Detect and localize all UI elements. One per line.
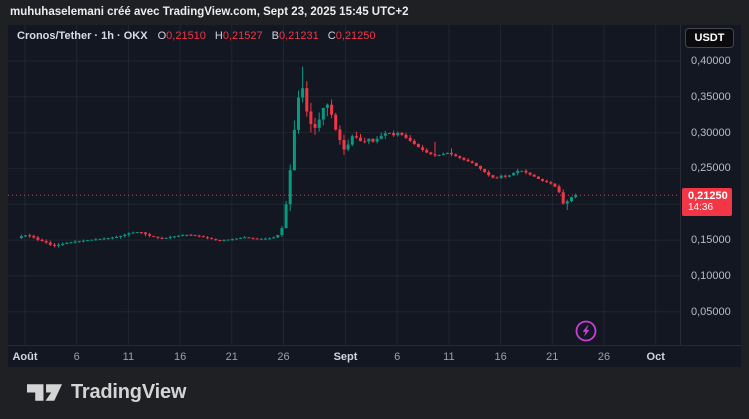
ohlc-open: O0,21510 bbox=[157, 30, 206, 42]
high-value: 0,21527 bbox=[222, 30, 263, 42]
attribution-text: muhuhaselemani créé avec TradingView.com… bbox=[10, 6, 409, 18]
y-axis-label: 0,15000 bbox=[691, 234, 731, 247]
x-axis-label: Août bbox=[12, 351, 38, 363]
y-axis-label: 0,10000 bbox=[691, 269, 731, 282]
symbol-title[interactable]: Cronos/Tether · 1h · OKX bbox=[17, 30, 148, 42]
ohlc-close: C0,21250 bbox=[327, 30, 376, 42]
open-value: 0,21510 bbox=[166, 30, 206, 42]
y-axis-label: 0,25000 bbox=[691, 162, 731, 175]
x-axis-label: 11 bbox=[122, 351, 135, 363]
last-price-time: 14:36 bbox=[688, 202, 714, 214]
x-axis-label: 21 bbox=[546, 351, 559, 363]
currency-toggle-button[interactable]: USDT bbox=[685, 28, 734, 48]
x-axis-label: 11 bbox=[443, 351, 455, 363]
y-axis-label: 0,30000 bbox=[691, 126, 731, 139]
candlestick-svg[interactable] bbox=[8, 25, 680, 345]
time-scale[interactable]: Août 6 11 16 21 26 Sept 6 11 16 21 26 Oct bbox=[8, 345, 741, 367]
y-axis-label: 0,40000 bbox=[691, 55, 731, 67]
x-axis-label: 16 bbox=[494, 351, 507, 363]
x-axis-label: Sept bbox=[333, 351, 358, 363]
x-axis-label: 16 bbox=[173, 351, 187, 363]
symbol-header[interactable]: Cronos/Tether · 1h · OKX O0,21510 H0,21527… bbox=[17, 30, 384, 42]
last-price-value: 0,21250 bbox=[688, 190, 728, 203]
x-axis-label: 26 bbox=[277, 351, 290, 363]
candles-series bbox=[19, 66, 578, 248]
chart-panel: Cronos/Tether · 1h · OKX O0,21510 H0,21527… bbox=[8, 25, 741, 367]
x-axis-label: 6 bbox=[394, 351, 401, 363]
last-price-badge: 0,21250 14:36 bbox=[682, 188, 732, 217]
x-axis-label: 26 bbox=[597, 351, 611, 363]
tradingview-logo-icon bbox=[27, 383, 62, 401]
ohlc-low: B0,21231 bbox=[271, 30, 319, 42]
y-axis-label: 0,05000 bbox=[691, 305, 731, 318]
grid-lines bbox=[8, 25, 680, 345]
x-axis-label: 6 bbox=[73, 351, 80, 363]
ohlc-high: H0,21527 bbox=[214, 30, 263, 42]
lightning-boost-icon[interactable] bbox=[574, 319, 598, 343]
low-value: 0,21231 bbox=[278, 30, 319, 42]
y-axis-label: 0,35000 bbox=[691, 90, 731, 103]
candlestick-plot[interactable] bbox=[8, 25, 680, 345]
close-value: 0,21250 bbox=[335, 30, 376, 42]
price-scale[interactable]: 0,40000 0,35000 0,30000 0,25000 0,15000 0,100… bbox=[680, 25, 741, 345]
x-axis-label: Oct bbox=[646, 351, 665, 363]
x-axis-label: 21 bbox=[225, 351, 238, 363]
tradingview-logo-text: TradingView bbox=[71, 380, 187, 403]
tradingview-logo[interactable]: TradingView bbox=[27, 379, 186, 405]
